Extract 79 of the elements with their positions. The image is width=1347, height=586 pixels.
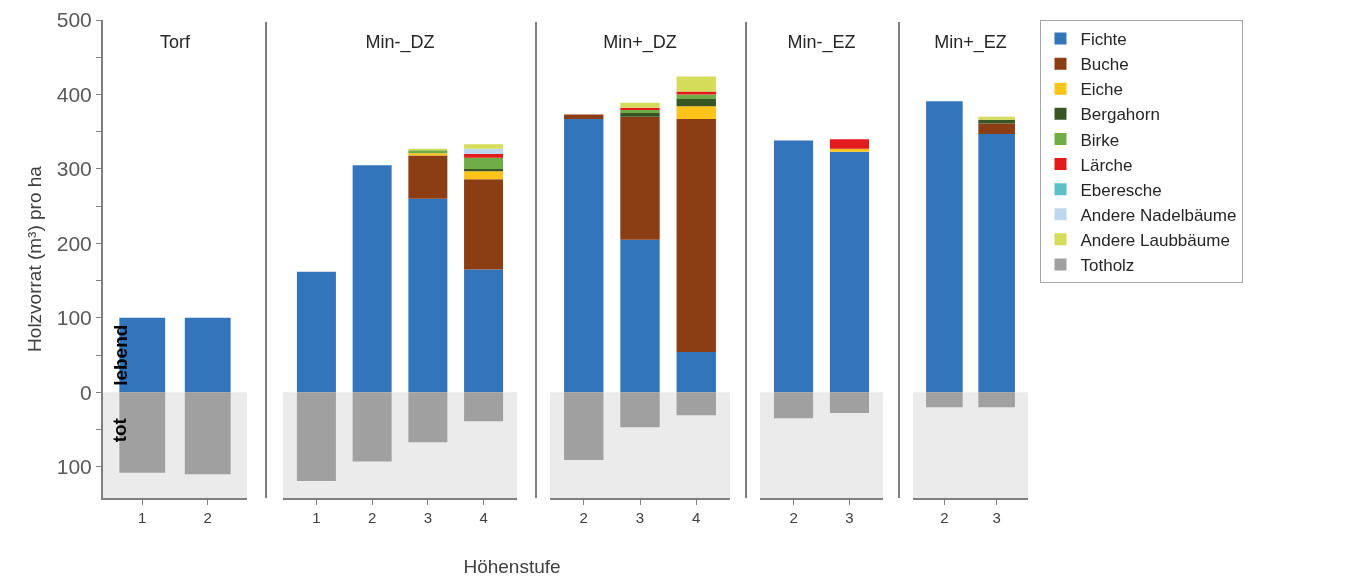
text: Min+_DZ [603, 32, 677, 54]
bar [564, 392, 604, 461]
legend-label: Buche [1080, 55, 1129, 75]
bar [408, 155, 448, 199]
bar [296, 271, 336, 393]
bar [464, 157, 504, 169]
legend-label: Birke [1080, 130, 1120, 150]
bar [829, 148, 870, 152]
y-tick-label: 300 [56, 157, 92, 181]
annotation: lebend [109, 324, 131, 386]
x-tick-label: 2 [579, 509, 588, 526]
legend-label: Bergahorn [1080, 105, 1160, 125]
x-tick-label: 1 [312, 509, 321, 526]
legend-label: Andere Nadelbäume [1080, 205, 1237, 225]
bar [464, 168, 504, 172]
x-tick-label: 3 [992, 509, 1001, 526]
x-tick-label: 4 [479, 509, 488, 526]
bar [978, 116, 1015, 120]
bar [676, 106, 716, 120]
legend-label: Totholz [1080, 256, 1135, 276]
bar [978, 392, 1015, 408]
bar [829, 139, 870, 149]
y-axis-title: Holzvorrat (m³) pro ha [24, 165, 46, 352]
bar [676, 76, 716, 92]
bar [676, 98, 716, 107]
bar [829, 392, 870, 414]
bar [464, 144, 504, 149]
bar [464, 148, 504, 155]
x-tick-label: 3 [635, 509, 645, 526]
bar [978, 133, 1015, 393]
y-tick-label: 400 [56, 82, 92, 106]
bar [464, 179, 504, 270]
text: Min+_EZ [934, 32, 1007, 54]
y-tick-label: 0 [80, 380, 92, 404]
text: Min-_DZ [365, 32, 435, 54]
x-tick-label: 2 [203, 509, 212, 526]
y-tick-label: 500 [56, 8, 92, 32]
legend-label: Fichte [1080, 30, 1127, 50]
bar [464, 269, 504, 393]
y-tick-label: 200 [56, 231, 92, 255]
x-tick-label: 1 [138, 509, 147, 526]
bar [620, 102, 660, 108]
y-tick-label: 100 [56, 455, 92, 479]
legend-label: Lärche [1080, 155, 1133, 175]
bar [352, 165, 392, 393]
bar [676, 392, 716, 416]
text: Torf [159, 32, 191, 53]
x-axis-title: Höhenstufe [463, 556, 561, 578]
x-tick-label: 3 [845, 509, 854, 526]
bar [926, 392, 963, 408]
x-tick-label: 2 [789, 509, 798, 526]
x-tick-label: 2 [940, 509, 949, 526]
bar [464, 171, 504, 180]
bar [408, 392, 448, 443]
bar [620, 116, 660, 240]
bar [408, 198, 448, 393]
bar [676, 352, 716, 393]
bar [676, 94, 716, 99]
bar [676, 119, 716, 353]
bar [296, 392, 336, 481]
text: Min-_EZ [787, 32, 856, 54]
bar [564, 119, 604, 393]
legend-label: Andere Laubbäume [1080, 230, 1230, 250]
x-tick-label: 2 [367, 509, 377, 526]
bar [978, 123, 1015, 134]
bar [352, 392, 392, 462]
bar [464, 154, 504, 158]
bar [773, 392, 814, 419]
x-tick-label: 4 [692, 509, 701, 526]
bar [926, 101, 963, 393]
bar [464, 392, 504, 422]
bar [676, 91, 716, 95]
legend-label: Eiche [1080, 80, 1124, 100]
bar [620, 392, 660, 428]
legend-label: Eberesche [1080, 180, 1162, 200]
bar [620, 239, 660, 393]
x-tick-label: 3 [423, 509, 433, 526]
y-tick-label: 100 [56, 306, 92, 330]
annotation: tot [109, 417, 131, 443]
